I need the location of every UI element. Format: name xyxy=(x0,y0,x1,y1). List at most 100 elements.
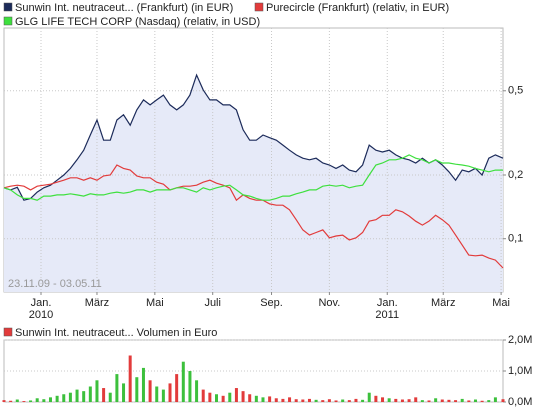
y-tick-label: 2,0M xyxy=(508,334,532,346)
volume-bar xyxy=(367,392,371,402)
volume-bar xyxy=(62,394,66,402)
volume-bar xyxy=(22,401,26,402)
area-fill xyxy=(4,75,503,292)
x-tick-sublabel: 2010 xyxy=(29,309,53,321)
x-tick-label: Sep. xyxy=(260,297,283,309)
volume-bar xyxy=(440,399,444,402)
volume-bar xyxy=(254,395,258,402)
x-tick-label: Mai xyxy=(492,297,510,309)
volume-bar xyxy=(15,399,19,402)
volume-bar xyxy=(215,394,219,402)
volume-bar xyxy=(341,399,345,402)
volume-bar xyxy=(361,399,365,402)
volume-bar xyxy=(161,389,165,402)
volume-bar xyxy=(288,397,292,402)
volume-bar xyxy=(354,398,358,402)
volume-bar xyxy=(108,392,112,402)
volume-bar xyxy=(208,392,212,402)
legend-swatch xyxy=(3,2,13,12)
volume-bar xyxy=(427,400,431,402)
volume-bar xyxy=(420,400,424,402)
line xyxy=(3,73,504,201)
volume-bar xyxy=(115,374,119,402)
volume-bar xyxy=(294,399,298,402)
x-tick-label: März xyxy=(431,297,455,309)
x-tick-label: Mai xyxy=(146,297,164,309)
volume-bar xyxy=(347,400,351,402)
volume-bar xyxy=(148,380,152,402)
volume-bar xyxy=(135,377,139,402)
volume-bar xyxy=(394,398,398,402)
x-tick-label: Nov. xyxy=(318,297,340,309)
volume-bar xyxy=(234,388,238,402)
volume-bar xyxy=(75,389,79,402)
y-tick-label: 0,0M xyxy=(508,396,532,408)
volume-bar xyxy=(274,398,278,402)
volume-bar xyxy=(68,392,72,402)
volume-bar xyxy=(228,392,232,402)
x-tick-label: Jan. xyxy=(377,297,398,309)
volume-bar xyxy=(387,398,391,402)
volume-bar xyxy=(201,389,205,402)
volume-bar xyxy=(122,383,126,402)
legend-label: Sunwin Int. neutraceut... Volumen in Eur… xyxy=(15,327,217,339)
volume-bar xyxy=(321,400,325,402)
volume-bar xyxy=(268,396,272,402)
volume-bar xyxy=(29,400,33,402)
y-tick-label: 0,1 xyxy=(508,233,523,245)
legend-label: Sunwin Int. neutraceut... (Frankfurt) (i… xyxy=(15,2,233,14)
volume-bar xyxy=(241,391,245,402)
volume-bar xyxy=(181,361,185,402)
volume-bar xyxy=(188,371,192,402)
volume-bar xyxy=(55,395,59,402)
volume-bar xyxy=(48,397,52,402)
volume-bar xyxy=(334,400,338,402)
volume-bar xyxy=(141,367,145,402)
volume-bar xyxy=(261,397,265,402)
volume-bar xyxy=(307,398,311,402)
volume-bar xyxy=(434,398,438,402)
volume-bar xyxy=(501,399,505,402)
y-tick-label: 0,5 xyxy=(508,85,523,97)
volume-bar xyxy=(301,399,305,402)
volume-bar xyxy=(168,383,172,402)
volume-bar xyxy=(480,400,484,402)
volume-bar xyxy=(473,399,477,402)
volume-bar xyxy=(454,400,458,402)
line xyxy=(3,154,503,201)
volume-bar xyxy=(374,395,378,402)
volume-bar xyxy=(102,388,106,402)
x-tick-sublabel: 2011 xyxy=(375,309,399,321)
volume-bar xyxy=(281,398,285,402)
volume-bar xyxy=(2,400,6,402)
legend-label: Purecircle (Frankfurt) (relativ, in EUR) xyxy=(266,2,449,14)
x-tick-label: Jan. xyxy=(31,297,52,309)
volume-bar xyxy=(248,394,252,402)
x-tick-label: Juli xyxy=(204,297,221,309)
volume-bar xyxy=(447,399,451,402)
volume-bar xyxy=(487,400,491,402)
volume-bar xyxy=(327,399,331,402)
volume-bar xyxy=(493,397,497,402)
volume-bar xyxy=(381,397,385,402)
volume-bar xyxy=(221,395,225,402)
line xyxy=(3,164,504,269)
legend-label: GLG LIFE TECH CORP (Nasdaq) (relativ, in… xyxy=(15,16,260,28)
legend-swatch xyxy=(254,2,264,12)
volume-bar xyxy=(82,391,86,402)
volume-bar xyxy=(400,399,404,402)
x-tick-label: März xyxy=(85,297,109,309)
volume-bar xyxy=(175,374,179,402)
volume-bar xyxy=(88,386,92,402)
volume-bar xyxy=(195,380,199,402)
volume-bar xyxy=(128,355,132,402)
volume-bar xyxy=(414,397,418,402)
legend-swatch xyxy=(3,16,13,26)
volume-bar xyxy=(314,399,318,402)
volume-bar xyxy=(35,398,39,402)
volume-bar xyxy=(9,400,13,402)
volume-bar xyxy=(467,400,471,402)
volume-bar xyxy=(42,399,46,402)
volume-bar xyxy=(407,399,411,402)
